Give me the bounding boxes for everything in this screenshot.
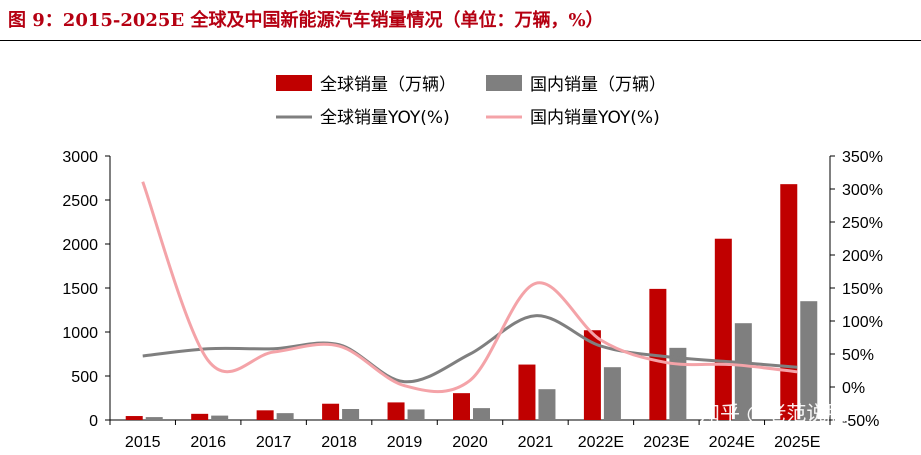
y-right-tick-label: 50% [842,347,874,364]
x-tick-label: 2016 [190,434,226,451]
y-left-tick-label: 3000 [62,149,98,166]
y-left-tick-label: 500 [71,369,98,386]
y-right-tick-label: 100% [842,314,883,331]
axes: 0 500 1000 1500 2000 2500 3000 -50% 0% 50% 100% 150… [62,149,883,451]
y-left-tick-label: 0 [89,413,98,430]
bar-china-sales [603,367,621,420]
y-right-tick-label: 200% [842,248,883,265]
y-left-tick-label: 1000 [62,325,98,342]
bar-global-sales [191,413,209,420]
bar-global-sales [518,364,536,420]
y-right-tick-label: 0% [842,380,865,397]
bar-global-sales [583,330,601,420]
bar-china-sales [473,408,490,420]
bar-global-sales [780,184,798,420]
bar-global-sales [714,238,732,420]
x-tick-label: 2017 [256,434,292,451]
bar-global-sales [322,403,340,420]
bar-china-sales [538,389,556,420]
x-tick-label: 2022E [578,434,624,451]
line-global-yoy [142,314,798,384]
bar-china-sales [734,323,752,420]
line-china-yoy [141,181,798,394]
bar-china-sales [145,417,163,420]
bar-china-sales [342,409,360,420]
legend-swatch-global-sales [276,75,312,91]
bar-china-sales [800,301,818,420]
legend: 全球销量（万辆） 国内销量（万辆） 全球销量YOY(%) 国内销量YOY(%) [276,75,666,128]
bar-global-sales [125,416,143,420]
x-tick-label: 2019 [387,434,423,451]
y-left-tick-label: 2000 [62,237,98,254]
bar-china-sales [669,347,687,420]
x-tick-label: 2020 [452,434,488,451]
legend-label-global-sales: 全球销量（万辆） [320,75,456,95]
legend-label-global-yoy: 全球销量YOY(%) [320,108,450,128]
figure-title: 图 9：2015-2025E 全球及中国新能源汽车销量情况（单位：万辆，%） [8,10,604,31]
x-tick-label: 2015 [125,434,161,451]
bars [125,184,818,420]
bar-china-sales [211,415,229,420]
bar-global-sales [256,410,274,420]
y-left-tick-label: 1500 [62,281,98,298]
y-left-tick-label: 2500 [62,193,98,210]
y-right-tick-label: -50% [842,413,879,430]
legend-label-china-sales: 国内销量（万辆） [530,75,666,95]
bar-global-sales [387,402,405,420]
bar-china-sales [407,409,425,420]
x-tick-label: 2018 [321,434,357,451]
yoy-lines [141,181,798,394]
legend-swatch-china-sales [486,75,522,91]
y-right-tick-label: 250% [842,215,883,232]
x-tick-label: 2024E [709,434,755,451]
watermark-text: 知乎 @老范说股 [700,401,846,425]
y-right-tick-label: 300% [842,182,883,199]
x-tick-label: 2025E [774,434,820,451]
bar-global-sales [453,393,470,420]
legend-label-china-yoy: 国内销量YOY(%) [530,108,660,128]
x-tick-label: 2023E [643,434,689,451]
y-right-tick-label: 350% [842,149,883,166]
bar-china-sales [276,413,294,420]
x-tick-label: 2021 [518,434,554,451]
title-divider [0,40,921,41]
y-right-tick-label: 150% [842,281,883,298]
